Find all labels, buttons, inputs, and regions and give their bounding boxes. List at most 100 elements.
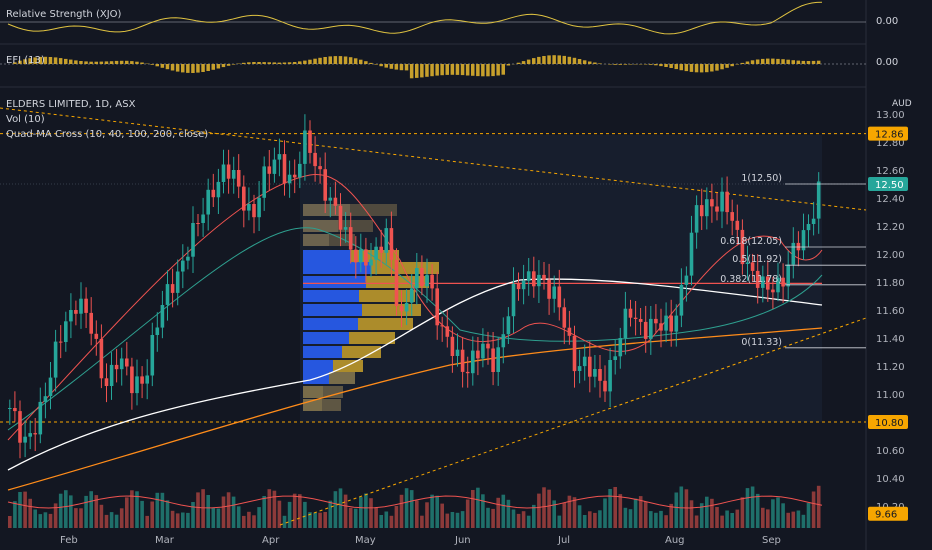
time-axis[interactable]: Feb Mar Apr May Jun Jul Aug Sep [60,535,781,546]
volume-bar [481,494,485,528]
candle-body [181,260,185,272]
price-tick-label: 11.00 [876,390,905,401]
efi-bar [450,64,455,75]
volume-bar [404,488,409,528]
volume-bar [135,491,139,528]
efi-bar [460,64,465,76]
efi-bar [440,64,444,76]
efi-bar [257,62,261,64]
efi-bar [343,56,348,64]
volume-bar [155,492,160,528]
candle-body [496,347,500,372]
efi-value: 0.00 [876,57,899,68]
volume-bar [547,489,551,528]
volume-profile-row [303,204,350,216]
volume-bar [94,495,99,528]
price-badge [868,415,908,429]
efi-bar [201,64,205,72]
efi-bar [471,64,475,76]
symbol-title[interactable]: ELDERS LIMITED, 1D, ASX [6,99,136,110]
volume-legend[interactable]: Vol (10) [6,114,45,125]
rs-label[interactable]: Relative Strength (XJO) [6,9,122,20]
price-badge [868,177,908,191]
candle-body [89,312,93,334]
efi-bar [705,64,709,73]
volume-bar [806,503,811,528]
volume-bar [267,489,272,528]
efi-bar [567,56,572,64]
price-tick-label: 10.60 [876,446,905,457]
candle-body [150,335,155,376]
candle-body [389,228,394,260]
volume-bar [236,506,241,528]
volume-bar [389,515,394,528]
efi-bar [333,56,338,64]
candle-body [806,224,811,231]
efi-bar [588,61,592,64]
candle-body [633,317,638,319]
efi-bar [247,62,251,64]
efi-bar [125,60,129,64]
volume-bar [669,503,673,528]
volume-bar [455,512,460,528]
efi-bar [64,58,68,64]
candle-body [119,358,124,370]
ma-legend[interactable]: Quad-MA Cross (10, 40, 100, 200, close) [6,129,209,140]
volume-bar [145,515,149,528]
candle-body [216,181,221,198]
volume-bar [364,493,368,528]
candle-body [170,284,175,293]
volume-bar [247,511,251,528]
candle-body [13,408,17,412]
volume-bar [450,512,455,528]
efi-bar [79,61,83,64]
candle-body [557,286,562,308]
candle-body [160,305,165,328]
volume-profile-row [303,360,333,372]
volume-bar [572,497,577,528]
price-tick-label: 11.60 [876,306,905,317]
volume-bar [567,495,572,528]
candle-body [394,259,399,306]
efi-bar [409,64,414,79]
price-tick-label: 11.20 [876,362,905,373]
candle-body [435,288,439,326]
time-axis-label: Apr [262,535,280,546]
efi-bar [282,62,287,64]
efi-bar [816,60,821,64]
volume-bar [608,489,612,528]
efi-bar [806,61,811,64]
volume-profile-row [303,234,329,246]
volume-bar [593,512,597,528]
efi-bar [181,64,185,73]
candle-body [608,360,612,392]
candle-body [277,154,282,160]
efi-bar [359,59,363,64]
candle-body [130,366,134,394]
efi-bar [725,64,729,68]
efi-bar [74,60,78,64]
efi-bar [720,64,724,70]
candle-body [257,197,261,218]
candle-body [679,284,684,316]
volume-bar [348,507,353,528]
relative-strength-pane [0,1,866,35]
candle-body [53,341,58,378]
candle-body [135,376,139,394]
efi-bar [430,64,434,77]
candle-body [48,377,53,397]
volume-bar [440,503,444,528]
volume-bar [216,508,221,528]
candle-body [801,230,806,251]
efi-label[interactable]: EFI (13) [6,55,45,66]
efi-bar [242,62,246,64]
efi-bar [674,64,678,70]
candle-body [440,325,444,327]
price-axis[interactable]: 13.00 12.80 12.60 12.40 12.20 12.00 11.80 11.60… [868,110,908,521]
candle-body [379,246,383,253]
candle-body [745,262,750,264]
fib-level-label: 0.382(11.78) [720,274,782,285]
candle-body [38,401,43,435]
candle-body [577,366,582,371]
